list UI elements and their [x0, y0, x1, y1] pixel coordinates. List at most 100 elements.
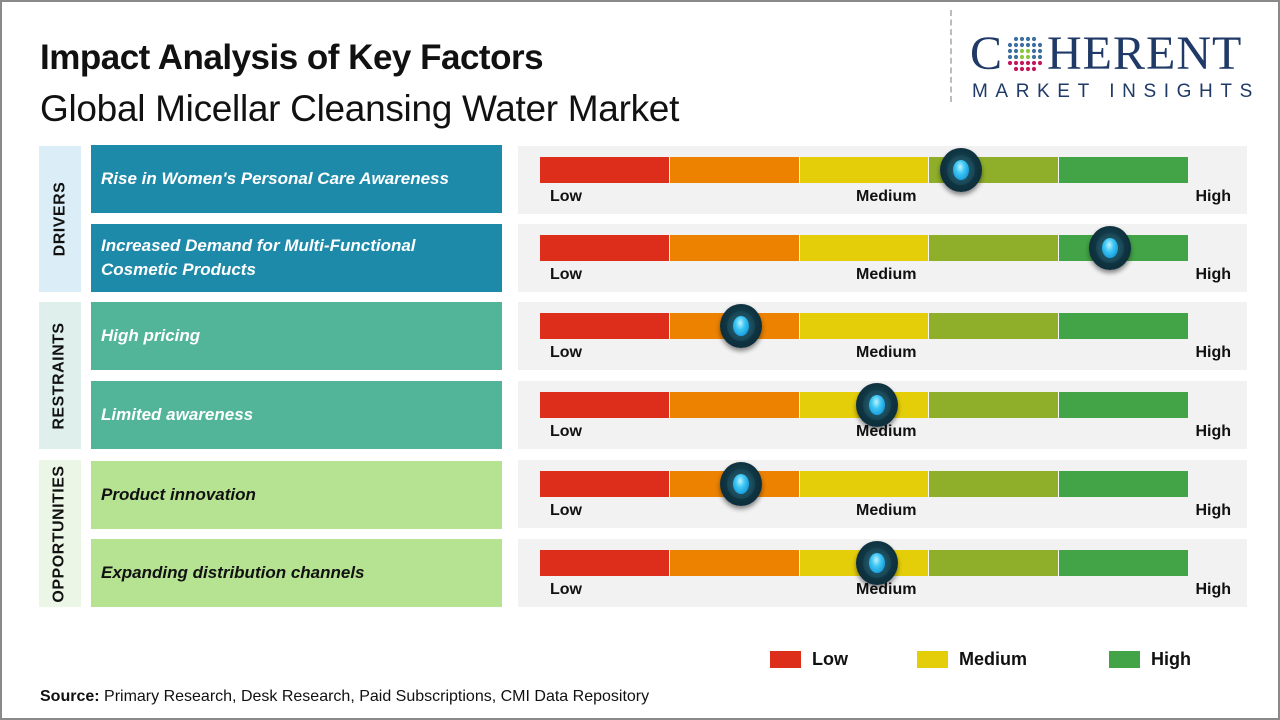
impact-indicator-knob: [855, 541, 898, 585]
factor-row-label: Product innovation: [91, 461, 502, 529]
factor-row-label: Limited awareness: [91, 381, 502, 449]
category-label: DRIVERS: [51, 181, 68, 257]
impact-scale-bar: [540, 313, 1188, 339]
scale-segment: [929, 313, 1060, 339]
factor-text: Product innovation: [101, 485, 256, 504]
page-subtitle: Global Micellar Cleansing Water Market: [40, 88, 680, 129]
legend-label: High: [1151, 649, 1191, 669]
scale-label-low: Low: [550, 344, 582, 361]
scale-segment: [540, 235, 670, 261]
scale-segment: [540, 550, 670, 576]
globe-dot: [1025, 42, 1031, 48]
impact-indicator-knob: [940, 148, 983, 192]
globe-dot: [1019, 48, 1025, 54]
scale-segment: [540, 471, 670, 497]
logo-letters-herent: HERENT: [1047, 27, 1243, 80]
factor-row-label: Expanding distribution channels: [91, 539, 502, 607]
impact-scale-bar: [540, 392, 1188, 418]
impact-indicator-knob: [1089, 226, 1132, 270]
legend-item-medium: Medium: [917, 649, 1027, 670]
scale-label-low: Low: [550, 188, 582, 205]
scale-segment: [799, 235, 930, 261]
factor-row-label: High pricing: [91, 302, 502, 370]
scale-segment: [929, 235, 1060, 261]
globe-dot: [1025, 66, 1031, 72]
source-note: Source: Primary Research, Desk Research,…: [40, 688, 649, 706]
globe-dots-icon: [1007, 36, 1043, 72]
legend-item-low: Low: [770, 649, 848, 670]
scale-segment: [799, 471, 930, 497]
source-text: Primary Research, Desk Research, Paid Su…: [99, 688, 650, 705]
impact-indicator-knob: [719, 462, 762, 506]
impact-gauge: Low Medium High: [518, 302, 1247, 370]
globe-dot: [1031, 42, 1037, 48]
globe-dot: [1007, 48, 1013, 54]
factor-row-label: Rise in Women's Personal Care Awareness: [91, 145, 502, 213]
globe-dot: [1019, 54, 1025, 60]
globe-dot: [1013, 42, 1019, 48]
scale-segment: [1059, 313, 1188, 339]
page-title: Impact Analysis of Key Factors: [40, 38, 544, 77]
globe-dot: [1013, 60, 1019, 66]
scale-label-medium: Medium: [856, 266, 917, 283]
scale-label-medium: Medium: [856, 344, 917, 361]
legend-swatch: [1109, 651, 1140, 668]
scale-segment: [799, 313, 930, 339]
scale-label-high: High: [1195, 188, 1231, 205]
category-drivers: DRIVERS: [39, 146, 81, 292]
impact-gauge: Low Medium High: [518, 539, 1247, 607]
globe-dot: [1007, 54, 1013, 60]
legend-swatch: [770, 651, 801, 668]
globe-dot: [1007, 42, 1013, 48]
scale-segment: [669, 235, 800, 261]
globe-dot: [1025, 54, 1031, 60]
globe-dot: [1031, 66, 1037, 72]
scale-label-medium: Medium: [856, 581, 917, 598]
impact-indicator-knob: [855, 383, 898, 427]
globe-dot: [1013, 36, 1019, 42]
globe-dot: [1019, 42, 1025, 48]
factor-row-label: Increased Demand for Multi-Functional Co…: [91, 224, 502, 292]
factor-text: High pricing: [101, 326, 201, 345]
category-opportunities: OPPORTUNITIES: [39, 460, 81, 607]
logo-wordmark: C HERENT: [970, 30, 1270, 78]
scale-segment: [799, 157, 930, 183]
globe-dot: [1031, 54, 1037, 60]
globe-dot: [1031, 48, 1037, 54]
impact-gauge: Low Medium High: [518, 381, 1247, 449]
globe-dot: [1037, 60, 1043, 66]
legend-label: Medium: [959, 649, 1028, 669]
scale-label-low: Low: [550, 423, 582, 440]
scale-label-low: Low: [550, 502, 582, 519]
impact-gauge: Low Medium High: [518, 224, 1247, 292]
scale-label-medium: Medium: [856, 188, 917, 205]
scale-label-high: High: [1195, 581, 1231, 598]
scale-label-low: Low: [550, 581, 582, 598]
globe-dot: [1037, 54, 1043, 60]
scale-label-high: High: [1195, 344, 1231, 361]
globe-dot: [1007, 60, 1013, 66]
globe-dot: [1019, 60, 1025, 66]
factor-text: Limited awareness: [101, 405, 254, 424]
scale-segment: [1059, 392, 1188, 418]
logo-tagline: MARKET INSIGHTS: [972, 81, 1260, 102]
scale-segment: [540, 392, 670, 418]
globe-dot: [1025, 48, 1031, 54]
factor-text: Rise in Women's Personal Care Awareness: [101, 169, 449, 188]
globe-dot: [1013, 48, 1019, 54]
scale-label-high: High: [1195, 266, 1231, 283]
source-label: Source:: [40, 688, 100, 705]
category-restraints: RESTRAINTS: [39, 302, 81, 449]
globe-dot: [1037, 42, 1043, 48]
globe-dot: [1037, 48, 1043, 54]
category-label: OPPORTUNITIES: [51, 464, 68, 603]
scale-segment: [929, 471, 1060, 497]
factor-text: Expanding distribution channels: [101, 563, 365, 582]
scale-segment: [540, 157, 670, 183]
logo-divider: [950, 10, 952, 102]
globe-dot: [1019, 66, 1025, 72]
scale-segment: [669, 550, 800, 576]
factor-text: Increased Demand for Multi-Functional Co…: [101, 236, 416, 279]
scale-label-medium: Medium: [856, 502, 917, 519]
